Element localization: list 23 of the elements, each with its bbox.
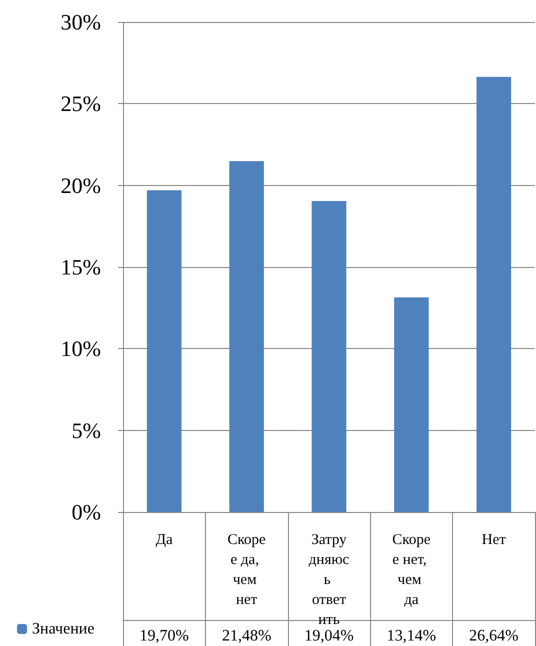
bar	[394, 297, 429, 512]
data-label: 26,64%	[469, 628, 518, 644]
bar	[312, 201, 346, 512]
x-tick-label: Скорее нет, чем да	[392, 532, 431, 608]
data-label: 19,04%	[304, 628, 354, 644]
data-label: 21,48%	[222, 628, 272, 644]
y-tick-label: 5%	[72, 418, 101, 443]
x-tick-label: Затрудняюсь ответить	[308, 532, 350, 628]
y-tick-label: 0%	[72, 500, 101, 524]
y-tick-label: 25%	[60, 91, 101, 116]
bar	[146, 190, 182, 512]
y-tick-label: 10%	[60, 336, 101, 362]
y-tick-label: 15%	[60, 254, 101, 280]
y-tick-label: 30%	[60, 10, 101, 34]
bar	[229, 161, 264, 512]
y-tick-label: 20%	[60, 172, 101, 198]
data-label: 13,14%	[386, 628, 436, 644]
data-label: 19,70%	[140, 628, 189, 644]
legend-label: Значение	[32, 620, 94, 638]
x-tick-label: Скорее да, чем нет	[228, 532, 266, 608]
bar	[476, 76, 512, 512]
x-tick-label: Да	[156, 532, 173, 548]
x-tick-label: Нет	[482, 532, 506, 548]
